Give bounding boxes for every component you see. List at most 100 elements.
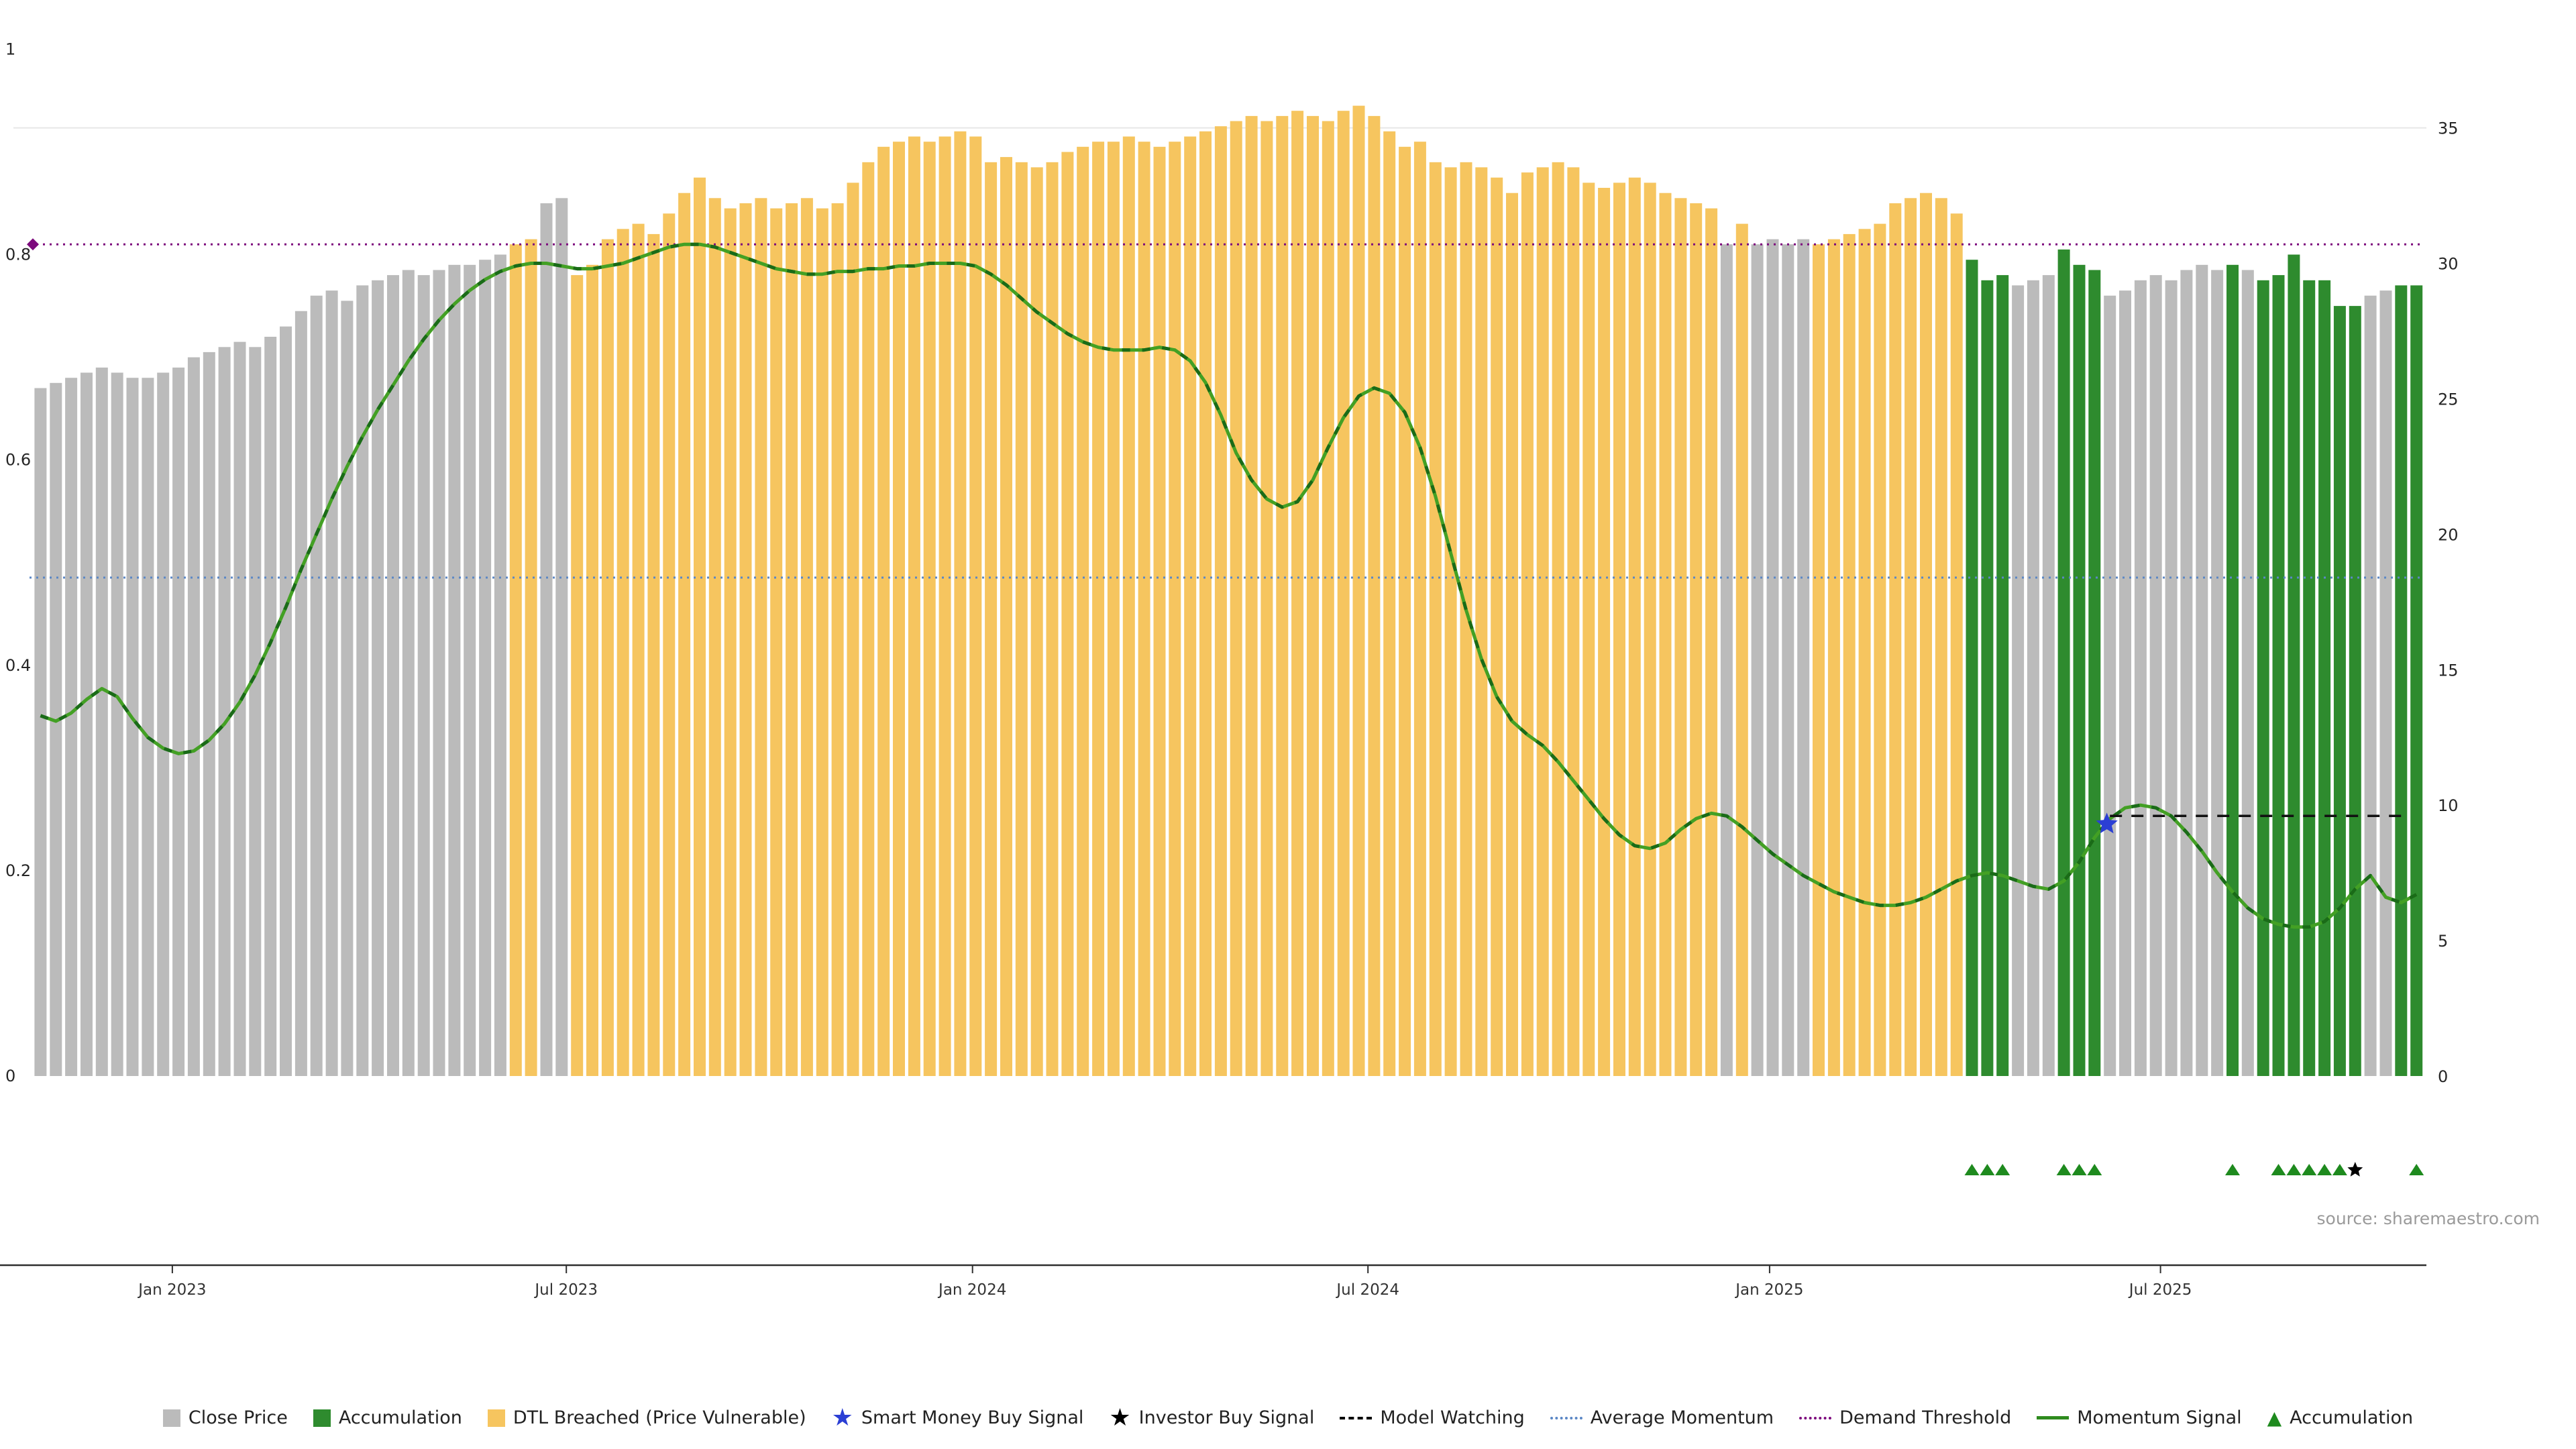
close-price-bar <box>616 229 629 1076</box>
legend-label: Demand Threshold <box>1839 1407 2012 1428</box>
close-price-bar <box>1460 162 1472 1076</box>
close-price-bar <box>1582 182 1595 1076</box>
right-axis-tick-label: 10 <box>2438 796 2459 815</box>
close-price-bar <box>1813 244 1825 1077</box>
close-price-bar <box>356 285 369 1076</box>
legend-item[interactable]: ▲ Accumulation <box>2267 1407 2414 1428</box>
close-price-bar <box>417 275 430 1077</box>
close-price-bar <box>387 275 399 1077</box>
close-price-bar <box>1107 142 1120 1077</box>
close-price-bar <box>831 203 844 1076</box>
close-price-bar <box>647 233 660 1076</box>
close-price-bar <box>1061 152 1074 1076</box>
close-price-bar <box>816 208 828 1077</box>
x-axis-tick-label: Jan 2025 <box>1734 1281 1803 1299</box>
close-price-bar <box>938 136 951 1076</box>
smart-money-buy-signal-marker <box>2096 812 2118 834</box>
close-price-bar <box>1827 239 1840 1077</box>
legend-label: Close Price <box>188 1407 288 1428</box>
legend-item[interactable]: ★ Smart Money Buy Signal <box>831 1403 1084 1432</box>
close-price-bar <box>694 177 706 1077</box>
close-price-bar <box>586 264 598 1076</box>
left-axis-tick-label: 0.4 <box>5 656 31 675</box>
close-price-bar <box>448 264 461 1076</box>
close-price-bar <box>571 275 584 1077</box>
x-axis-tick-label: Jul 2024 <box>1335 1281 1399 1299</box>
close-price-bar <box>1935 198 1947 1076</box>
close-price-bar <box>2104 295 2116 1077</box>
right-axis-tick-label: 15 <box>2438 661 2459 680</box>
close-price-bar <box>2073 264 2086 1076</box>
close-price-bar <box>2196 264 2208 1076</box>
close-price-bar <box>786 203 798 1076</box>
close-price-bar <box>2180 270 2193 1076</box>
legend-item[interactable]: Momentum Signal <box>2037 1407 2242 1428</box>
accumulation-marker <box>2225 1164 2240 1175</box>
close-price-bar <box>1015 162 1028 1076</box>
close-price-bar <box>1122 136 1135 1076</box>
accumulation-marker <box>2302 1164 2317 1175</box>
close-price-bar <box>1766 239 1779 1077</box>
close-price-bar <box>1245 115 1258 1076</box>
right-axis-tick-label: 35 <box>2438 119 2459 138</box>
close-price-bar <box>2272 275 2285 1077</box>
accumulation-marker <box>2317 1164 2332 1175</box>
legend-item[interactable]: Demand Threshold <box>1799 1407 2011 1428</box>
legend-label: Accumulation <box>2290 1407 2414 1428</box>
close-price-bar <box>1690 203 1703 1076</box>
close-price-bar <box>2410 285 2423 1076</box>
close-price-bar <box>1506 193 1518 1077</box>
close-price-bar <box>494 254 506 1076</box>
legend-swatch-star-icon: ★ <box>831 1403 853 1432</box>
close-price-bar <box>50 382 62 1076</box>
close-price-bar <box>2303 280 2316 1076</box>
close-price-bar <box>908 136 920 1076</box>
legend-item[interactable]: DTL Breached (Price Vulnerable) <box>487 1407 806 1428</box>
close-price-bar <box>1735 223 1748 1077</box>
close-price-bar <box>1628 177 1641 1077</box>
legend-label: Model Watching <box>1380 1407 1525 1428</box>
close-price-bar <box>2364 295 2377 1077</box>
close-price-bar <box>1337 111 1350 1077</box>
close-price-bar <box>2057 249 2070 1076</box>
close-price-bar <box>310 295 323 1077</box>
close-price-bar <box>433 270 445 1076</box>
legend-item[interactable]: Close Price <box>162 1407 288 1428</box>
close-price-bar <box>464 264 476 1076</box>
close-price-bar <box>969 136 982 1076</box>
close-price-bar <box>1598 188 1611 1076</box>
x-axis-tick-label: Jan 2024 <box>937 1281 1006 1299</box>
legend-item[interactable]: ★ Investor Buy Signal <box>1109 1405 1314 1430</box>
close-price-bar <box>1981 280 1994 1076</box>
close-price-bar <box>1475 167 1488 1076</box>
momentum-signal-line-dashes <box>40 242 2418 929</box>
close-price-bar <box>1782 244 1794 1077</box>
close-price-bar <box>1874 223 1886 1077</box>
close-price-bar <box>1291 111 1304 1077</box>
legend-item[interactable]: Average Momentum <box>1550 1407 1774 1428</box>
close-price-bar <box>1705 208 1718 1077</box>
accumulation-marker <box>1964 1164 1980 1175</box>
legend-label: Momentum Signal <box>2077 1407 2242 1428</box>
close-price-bar <box>479 260 492 1077</box>
right-axis-tick-label: 25 <box>2438 390 2459 409</box>
x-axis-tick-label: Jan 2023 <box>137 1281 206 1299</box>
close-price-bar <box>2165 280 2178 1076</box>
close-price-bar <box>1092 142 1105 1077</box>
close-price-bar <box>2027 280 2039 1076</box>
legend: Close Price Accumulation DTL Breached (Pri… <box>0 1403 2576 1432</box>
close-price-bar <box>1399 146 1411 1076</box>
legend-item[interactable]: Accumulation <box>313 1407 462 1428</box>
legend-swatch-square-icon <box>313 1409 331 1427</box>
accumulation-marker <box>2056 1164 2072 1175</box>
legend-item[interactable]: Model Watching <box>1340 1407 1525 1428</box>
legend-label: Average Momentum <box>1590 1407 1774 1428</box>
close-price-bar <box>1843 233 1856 1076</box>
close-price-bar <box>2257 280 2269 1076</box>
close-price-bar <box>1491 177 1503 1077</box>
close-price-bar <box>1352 105 1365 1077</box>
close-price-bar <box>724 208 737 1077</box>
close-price-bar <box>264 337 277 1076</box>
